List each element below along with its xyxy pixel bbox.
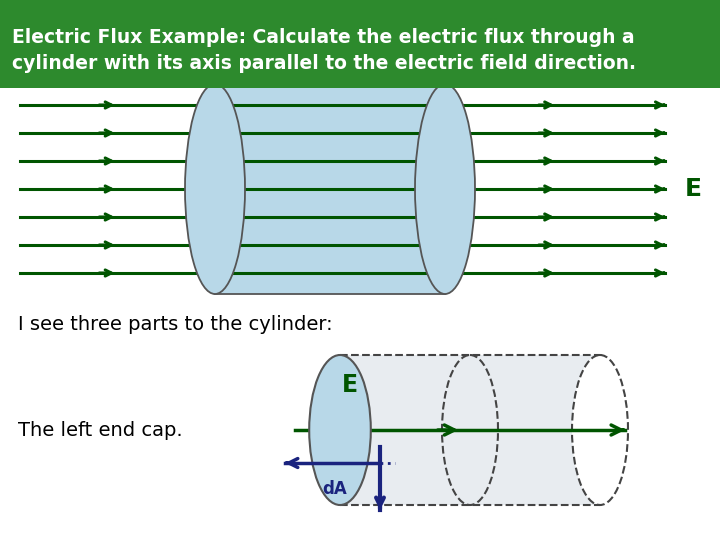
Text: E: E: [342, 373, 358, 397]
Ellipse shape: [572, 355, 628, 505]
Bar: [340, 355, 600, 505]
Ellipse shape: [415, 84, 475, 294]
Text: The left end cap.: The left end cap.: [18, 421, 183, 440]
Ellipse shape: [309, 355, 371, 505]
Text: cylinder with its axis parallel to the electric field direction.: cylinder with its axis parallel to the e…: [12, 54, 636, 73]
Text: Electric Flux Example: Calculate the electric flux through a: Electric Flux Example: Calculate the ele…: [12, 28, 634, 47]
Text: I see three parts to the cylinder:: I see three parts to the cylinder:: [18, 315, 333, 334]
Text: E: E: [685, 177, 702, 201]
Bar: [0, 0, 720, 88]
Text: dA: dA: [323, 480, 347, 498]
Bar: [215, 84, 445, 294]
Ellipse shape: [185, 84, 245, 294]
